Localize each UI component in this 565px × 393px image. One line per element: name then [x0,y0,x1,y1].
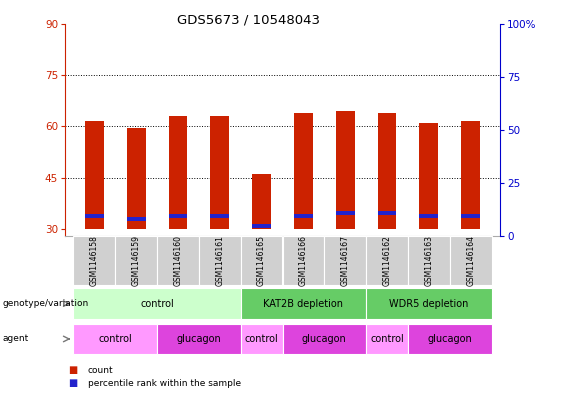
Text: agent: agent [3,334,29,343]
Text: KAT2B depletion: KAT2B depletion [263,299,344,309]
FancyBboxPatch shape [157,236,199,285]
FancyBboxPatch shape [73,288,241,319]
FancyBboxPatch shape [450,236,492,285]
Text: GSM1146163: GSM1146163 [424,235,433,286]
Bar [462,213,480,218]
Bar [252,224,271,228]
FancyBboxPatch shape [408,236,450,285]
FancyBboxPatch shape [73,236,115,285]
Text: control: control [98,334,132,344]
FancyBboxPatch shape [408,323,492,354]
Text: glucagon: glucagon [176,334,221,344]
Text: WDR5 depletion: WDR5 depletion [389,299,468,309]
FancyBboxPatch shape [324,236,366,285]
Text: GSM1146162: GSM1146162 [383,235,392,286]
FancyBboxPatch shape [241,288,366,319]
Text: percentile rank within the sample: percentile rank within the sample [88,379,241,387]
Text: genotype/variation: genotype/variation [3,299,89,308]
Bar [294,112,313,229]
Text: control: control [370,334,404,344]
FancyBboxPatch shape [115,236,157,285]
FancyBboxPatch shape [241,236,282,285]
Text: GSM1146164: GSM1146164 [466,235,475,286]
Text: GSM1146165: GSM1146165 [257,235,266,286]
Text: GSM1146167: GSM1146167 [341,235,350,286]
Bar [85,213,103,218]
FancyBboxPatch shape [366,236,408,285]
Bar [419,123,438,229]
Bar [127,217,146,221]
Bar [210,213,229,218]
Text: GSM1146158: GSM1146158 [90,235,99,286]
Text: count: count [88,366,113,375]
Text: glucagon: glucagon [302,334,347,344]
Bar [294,213,313,218]
FancyBboxPatch shape [73,323,157,354]
FancyBboxPatch shape [157,323,241,354]
FancyBboxPatch shape [366,288,492,319]
Bar [377,211,397,215]
Text: GSM1146159: GSM1146159 [132,235,141,286]
Text: ■: ■ [68,365,77,375]
Bar [85,121,103,229]
Bar [168,116,188,229]
Bar [210,116,229,229]
Bar [252,174,271,229]
Bar [377,112,397,229]
Bar [462,121,480,229]
Bar [336,211,355,215]
FancyBboxPatch shape [282,236,324,285]
Text: control: control [245,334,279,344]
Text: GSM1146161: GSM1146161 [215,235,224,286]
Text: GSM1146160: GSM1146160 [173,235,182,286]
Text: GSM1146166: GSM1146166 [299,235,308,286]
Text: control: control [140,299,174,309]
Text: glucagon: glucagon [428,334,472,344]
FancyBboxPatch shape [199,236,241,285]
Text: ■: ■ [68,378,77,388]
Text: GDS5673 / 10548043: GDS5673 / 10548043 [177,14,320,27]
FancyBboxPatch shape [241,323,282,354]
Bar [419,213,438,218]
FancyBboxPatch shape [366,323,408,354]
Bar [127,128,146,229]
Bar [336,111,355,229]
FancyBboxPatch shape [282,323,366,354]
Bar [168,213,188,218]
